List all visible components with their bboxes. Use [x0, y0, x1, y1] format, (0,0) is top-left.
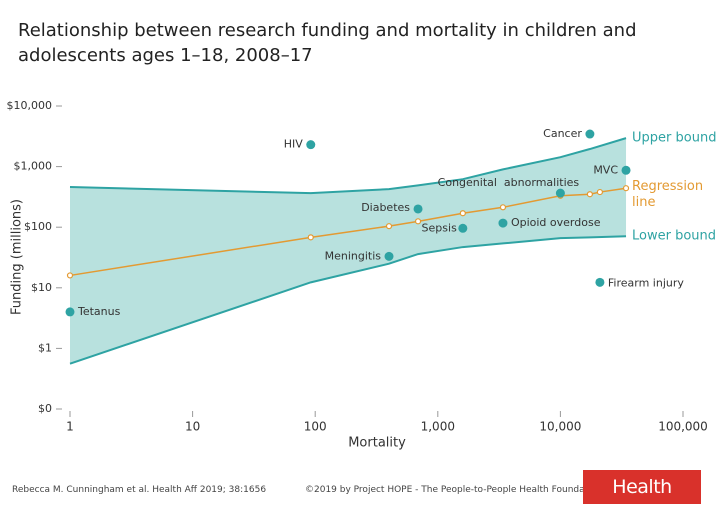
point-label: Congenital abnormalities — [438, 176, 580, 189]
regression-point — [596, 188, 604, 196]
y-tick-label: $1,000 — [14, 160, 53, 173]
data-point — [384, 251, 394, 261]
x-axis-label: Mortality — [348, 436, 406, 451]
regression-line — [69, 187, 627, 277]
data-point — [65, 307, 75, 317]
data-point — [621, 165, 631, 175]
regression-point — [499, 204, 507, 211]
x-tick-label: 10,000 — [539, 420, 581, 434]
data-point — [585, 129, 595, 139]
y-tick-label: $0 — [38, 402, 52, 415]
logo: Health Affairs — [583, 470, 701, 504]
point-label: Diabetes — [361, 201, 410, 214]
regression-point — [586, 191, 593, 198]
point-label: Opioid overdose — [511, 216, 601, 229]
regression-point — [66, 272, 74, 279]
series-label: Regression line — [632, 179, 704, 211]
x-tick-label: 10 — [185, 420, 200, 434]
y-tick-label: $100 — [24, 220, 52, 233]
x-tick-label: 100,000 — [658, 420, 708, 434]
point-label: MVC — [593, 163, 618, 176]
y-tick-label: $10 — [31, 281, 52, 294]
regression-label: Regression line — [632, 179, 704, 211]
copyright: ©2019 by Project HOPE - The People-to-Pe… — [305, 485, 624, 495]
point-label: Meningitis — [325, 249, 382, 262]
regression-point — [307, 234, 314, 241]
bound-line — [69, 137, 627, 195]
regression-point — [385, 223, 393, 230]
bound-line — [69, 235, 627, 365]
y-axis-label: Funding (millions) — [10, 199, 25, 315]
x-tick-label: 1,000 — [421, 420, 455, 434]
chart: $0 $1 $10 $100 $1,000 $10,000 1 10 100 1,000 10,00… — [7, 99, 717, 451]
y-tick-label: $10,000 — [7, 99, 53, 112]
data-point — [555, 188, 565, 198]
series-label: Lower bound — [632, 229, 716, 244]
regression-point — [414, 218, 422, 225]
point-label: HIV — [284, 138, 304, 151]
source: Rebecca M. Cunningham et al. Health Aff … — [12, 485, 267, 495]
data-point — [413, 204, 423, 214]
y-tick-label: $1 — [38, 341, 52, 354]
x-tick-label: 100 — [304, 420, 327, 434]
point-label: Cancer — [543, 127, 582, 140]
data-point — [458, 223, 468, 233]
data-point — [498, 218, 508, 228]
x-tick-label: 1 — [66, 420, 74, 434]
regression-point — [459, 210, 466, 217]
point-label: Firearm injury — [608, 276, 684, 289]
chart-title: Relationship between research funding an… — [18, 20, 637, 66]
data-point — [306, 140, 316, 150]
series-label: Upper bound — [632, 131, 716, 146]
point-label: Tetanus — [77, 305, 121, 318]
point-label: Sepsis — [422, 221, 458, 234]
data-point — [595, 277, 605, 287]
confidence-band — [70, 138, 627, 364]
regression-point — [622, 185, 630, 192]
